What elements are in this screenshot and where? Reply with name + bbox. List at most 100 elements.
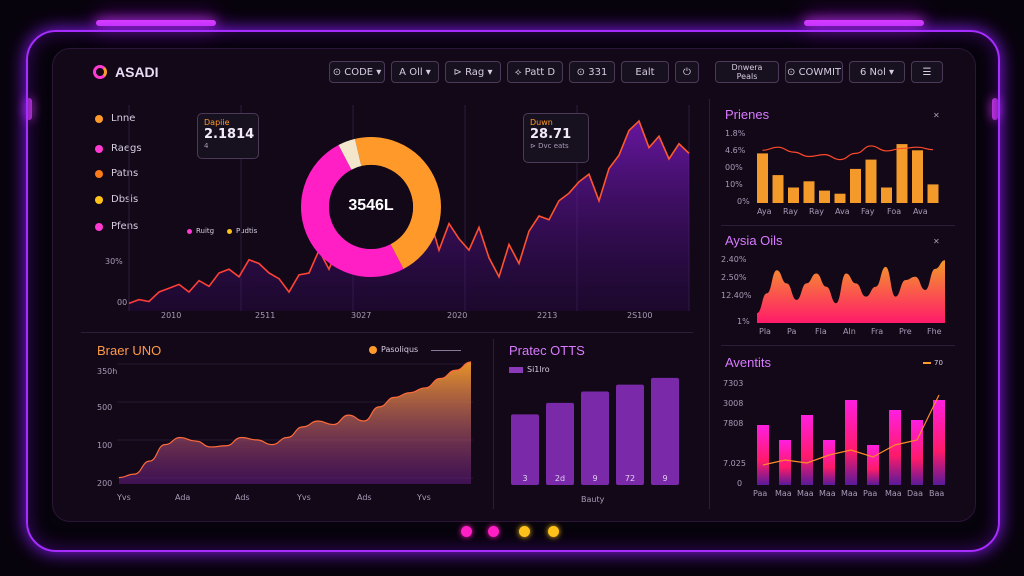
info-card-2[interactable]: Duwn 28.71 ⊳ Dvc eats — [523, 113, 589, 163]
side-glow-left — [26, 98, 32, 120]
legend-item-5[interactable]: Pfens — [95, 221, 138, 232]
bar[interactable] — [581, 391, 609, 485]
rm-xtick: Pa — [787, 327, 797, 336]
bar-label: 9 — [592, 474, 597, 483]
rt-ytick: 10% — [725, 180, 743, 189]
rm-xtick: Fra — [871, 327, 884, 336]
rm-ytick: 2.50% — [721, 273, 747, 282]
bottom-left-area-line — [118, 361, 472, 479]
app-logo[interactable]: ASADI — [93, 64, 159, 80]
right-mid-title: Aysia Oils — [725, 233, 783, 248]
app-name: ASADI — [115, 64, 159, 80]
legend-dot — [369, 345, 377, 354]
bottom-left-title: Braer UNO — [97, 343, 162, 358]
bar[interactable] — [889, 410, 901, 485]
edit-button[interactable]: Ealt — [621, 61, 669, 83]
pager-dot-1[interactable] — [461, 526, 472, 537]
card-label: Dapiie — [204, 118, 230, 127]
bar[interactable] — [801, 415, 813, 485]
rb-ytick: 7.025 — [723, 459, 746, 468]
right-bottom-legend: 70 — [923, 359, 943, 367]
main-ytick-top: 30% — [105, 257, 123, 266]
donut-slice[interactable] — [338, 138, 362, 170]
legend-dot — [95, 144, 103, 153]
power-button[interactable]: ⏻ — [675, 61, 699, 83]
bar[interactable] — [757, 425, 769, 485]
legend-dot — [187, 228, 192, 234]
pager-dot-4[interactable] — [548, 526, 559, 537]
pager-dot-3[interactable] — [519, 526, 530, 537]
bottom-mid-title: Pratec OTTS — [509, 343, 585, 358]
right-top-close-icon[interactable]: ✕ — [933, 111, 940, 120]
rb-ytick: 7808 — [723, 419, 744, 428]
range-dropdown[interactable]: ⊳ Rag ▾ — [445, 61, 501, 83]
bar[interactable] — [912, 150, 923, 203]
bar[interactable] — [511, 414, 539, 485]
legend-dot — [95, 169, 103, 178]
legend-item-1[interactable]: Lnne — [95, 113, 135, 124]
rm-ytick: 2.40% — [721, 255, 747, 264]
bottom-left-legend: Pasoliqus — [369, 345, 418, 354]
bar[interactable] — [834, 193, 846, 203]
rb-xtick: Paa — [753, 489, 768, 498]
code-dropdown[interactable]: ⊙ CODE ▾ — [329, 61, 385, 83]
donut-slice[interactable] — [301, 145, 404, 277]
number-dropdown[interactable]: 6 Nol ▾ — [849, 61, 905, 83]
bar[interactable] — [772, 175, 784, 203]
legend-item-2[interactable]: Raegs — [95, 143, 142, 154]
small-legend-2: Pudtis — [227, 227, 257, 235]
right-mid-area-chart — [757, 260, 945, 323]
rt-xtick: Aya — [757, 207, 772, 216]
rm-ytick: 12.40% — [721, 291, 752, 300]
legend-dot — [227, 228, 232, 234]
rt-xtick: Ray — [809, 207, 825, 216]
bar[interactable] — [896, 144, 908, 203]
right-divider-2 — [721, 345, 955, 346]
logo-icon — [93, 65, 107, 79]
bar[interactable] — [823, 440, 835, 485]
bar[interactable] — [803, 181, 815, 203]
bar[interactable] — [933, 400, 945, 485]
count-button[interactable]: ⊙ 331 — [569, 61, 615, 83]
legend-item-4[interactable]: Dbsis — [95, 194, 138, 205]
right-mid-close-icon[interactable]: ✕ — [933, 237, 940, 246]
bar-label: 3 — [522, 474, 527, 483]
bar[interactable] — [867, 445, 879, 485]
main-xtick: 2020 — [447, 311, 468, 320]
bl-xtick: Ada — [175, 493, 191, 502]
bar[interactable] — [616, 384, 644, 485]
bar[interactable] — [927, 184, 939, 203]
right-top-title: Prienes — [725, 107, 770, 122]
bar[interactable] — [865, 159, 877, 203]
commit-button[interactable]: ⊙ COWMIT — [785, 61, 843, 83]
panels-button[interactable]: Dnwera Peals — [715, 61, 779, 83]
bar[interactable] — [779, 440, 791, 485]
bar[interactable] — [819, 190, 830, 203]
divider-right — [709, 99, 710, 509]
bar[interactable] — [911, 420, 923, 485]
bar[interactable] — [845, 400, 857, 485]
main-xtick: 2511 — [255, 311, 276, 320]
bar[interactable] — [546, 402, 574, 485]
donut-slice[interactable] — [354, 137, 441, 269]
main-ytick-bottom: 00 — [117, 298, 128, 307]
bar[interactable] — [881, 187, 892, 204]
legend-label: Pudtis — [236, 227, 258, 235]
menu-button[interactable]: ☰ — [911, 61, 943, 83]
bar[interactable] — [788, 187, 799, 204]
pager-dot-2[interactable] — [488, 526, 499, 537]
donut-center-value: 3546L — [348, 197, 394, 214]
right-bottom-bar-chart — [757, 394, 945, 485]
legend-dot — [95, 222, 103, 231]
legend-line — [431, 350, 461, 351]
all-dropdown[interactable]: A Oll ▾ — [391, 61, 439, 83]
info-card-1[interactable]: Dapiie 2.1814 4 — [197, 113, 259, 159]
legend-label: Dbsis — [111, 194, 139, 205]
pattern-button[interactable]: ⟡ Patt D — [507, 61, 563, 83]
bar[interactable] — [757, 153, 768, 203]
legend-item-3[interactable]: Patns — [95, 168, 138, 179]
legend-label: Pfens — [111, 221, 139, 232]
bl-xtick: Ads — [357, 493, 372, 502]
bar[interactable] — [850, 168, 861, 203]
bar[interactable] — [651, 377, 679, 485]
